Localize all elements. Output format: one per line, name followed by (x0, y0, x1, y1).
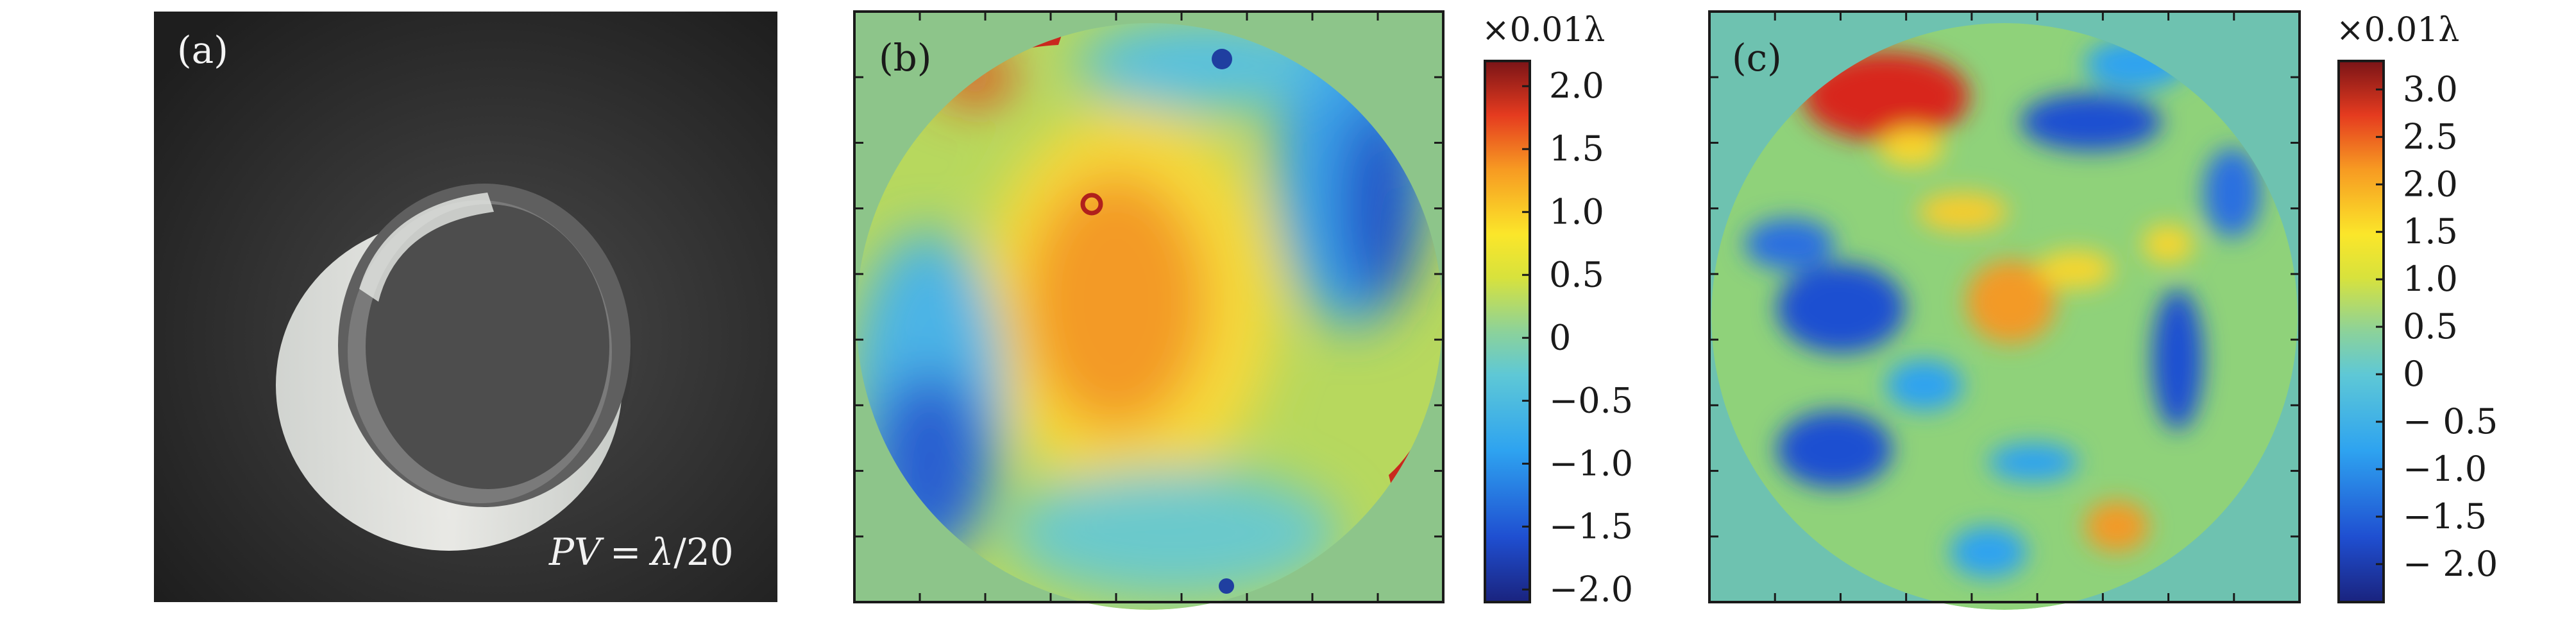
colorbar-tick-label: −1.5 (1549, 506, 1633, 546)
colorbar-c-unit: ×0.01λ (2336, 11, 2459, 49)
colorbar-b-unit: ×0.01λ (1482, 11, 1605, 49)
panel-a-label: (a) (177, 28, 228, 72)
panel-a: (a) PV = λ/20 (154, 12, 777, 602)
map-c-disk (1711, 23, 2298, 610)
pv-annotation: PV = λ/20 (548, 530, 734, 574)
colorbar-c-bar (2337, 60, 2385, 603)
panel-c: (c) (1708, 10, 2301, 610)
colorbar-tick-label: − 0.5 (2403, 401, 2498, 442)
colorbar-tick-label: 0.5 (1549, 254, 1604, 295)
colorbar-c: ×0.01λ 3.0 2.5 2.0 1.5 1.0 0.5 0 − 0.5 −1.0 −1.5 −… (2336, 11, 2498, 603)
colorbar-tick-label: 1.5 (2403, 211, 2458, 252)
colorbar-tick-label: 2.0 (1549, 65, 1604, 106)
colorbar-b-bar (1484, 60, 1531, 603)
colorbar-tick-label: −0.5 (1549, 380, 1633, 420)
map-b-ticks (854, 12, 1443, 602)
panel-b: (b) (853, 10, 1445, 610)
colorbar-tick-label: 2.5 (2403, 116, 2458, 157)
colorbar-tick-label: 1.0 (1549, 191, 1604, 232)
colorbar-b: ×0.01λ 2.0 1.5 1.0 0.5 0 −0.5 −1.0 −1.5 −2.0 (1482, 11, 1633, 609)
colorbar-tick-label: −1.0 (1549, 443, 1633, 483)
map-b-frame (853, 10, 1445, 603)
colorbar-b-ticks: 2.0 1.5 1.0 0.5 0 −0.5 −1.0 −1.5 −2.0 (1522, 65, 1633, 609)
colorbar-tick-label: −1.5 (2403, 496, 2487, 537)
colorbar-tick-label: 3.0 (2403, 69, 2458, 109)
colorbar-c-ticks: 3.0 2.5 2.0 1.5 1.0 0.5 0 − 0.5 −1.0 −1.5 − 2.0 (2376, 69, 2498, 584)
colorbar-tick-label: 0 (2403, 354, 2425, 394)
colorbar-tick-label: 0.5 (2403, 306, 2458, 347)
colorbar-tick-label: −1.0 (2403, 449, 2487, 489)
colorbar-tick-label: 1.0 (2403, 259, 2458, 299)
map-c-frame (1708, 10, 2301, 603)
colorbar-tick-label: −2.0 (1549, 569, 1633, 609)
glass-window-image (276, 184, 632, 551)
panel-b-label: (b) (879, 36, 931, 80)
map-c-ticks (1709, 12, 2300, 602)
colorbar-tick-label: − 2.0 (2403, 544, 2498, 584)
colorbar-tick-label: 0 (1549, 317, 1571, 358)
panel-c-label: (c) (1732, 36, 1782, 80)
colorbar-tick-label: 1.5 (1549, 128, 1604, 169)
colorbar-tick-label: 2.0 (2403, 164, 2458, 204)
